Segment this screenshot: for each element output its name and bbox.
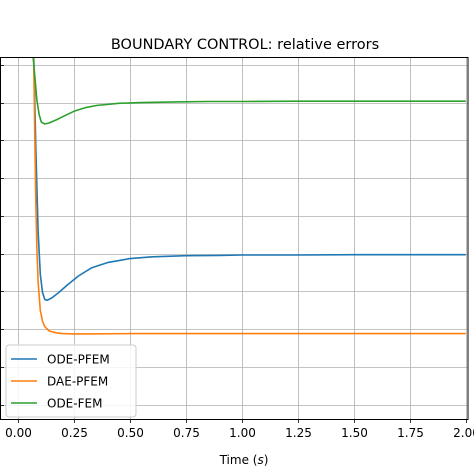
series-line-dae-pfem xyxy=(32,57,466,335)
x-axis-title-suffix: ) xyxy=(264,453,269,467)
x-axis-title-prefix: Time ( xyxy=(219,453,258,467)
x-tick-label: 0.00 xyxy=(5,426,32,440)
x-axis-title-variable: s xyxy=(257,453,263,467)
series-lines xyxy=(32,57,466,335)
legend-label-ode-fem: ODE-FEM xyxy=(47,397,102,411)
axis-ticks: 0.00 0.25 0.50 0.75 1.00 1.25 1.50 1.75 2.00 xyxy=(0,65,474,440)
legend-label-ode-pfem: ODE-PFEM xyxy=(47,353,110,367)
chart-title: BOUNDARY CONTROL: relative errors xyxy=(111,37,379,53)
x-tick-label: 0.75 xyxy=(173,426,200,440)
plot-frame xyxy=(0,57,469,420)
x-tick-label: 1.50 xyxy=(341,426,368,440)
x-tick-label: 0.25 xyxy=(61,426,88,440)
series-line-ode-fem xyxy=(32,57,466,125)
legend-box xyxy=(5,344,137,418)
legend-label-dae-pfem: DAE-PFEM xyxy=(47,375,108,389)
x-tick-label: 0.50 xyxy=(117,426,144,440)
x-axis-title: Time (s) xyxy=(219,453,269,467)
x-tick-label: 1.00 xyxy=(229,426,256,440)
x-tick-label: 1.75 xyxy=(397,426,424,440)
series-line-ode-pfem xyxy=(32,57,466,302)
x-tick-label: 1.25 xyxy=(285,426,312,440)
legend: ODE-PFEM DAE-PFEM ODE-FEM xyxy=(5,344,137,418)
x-tick-label: 2.00 xyxy=(453,426,474,440)
